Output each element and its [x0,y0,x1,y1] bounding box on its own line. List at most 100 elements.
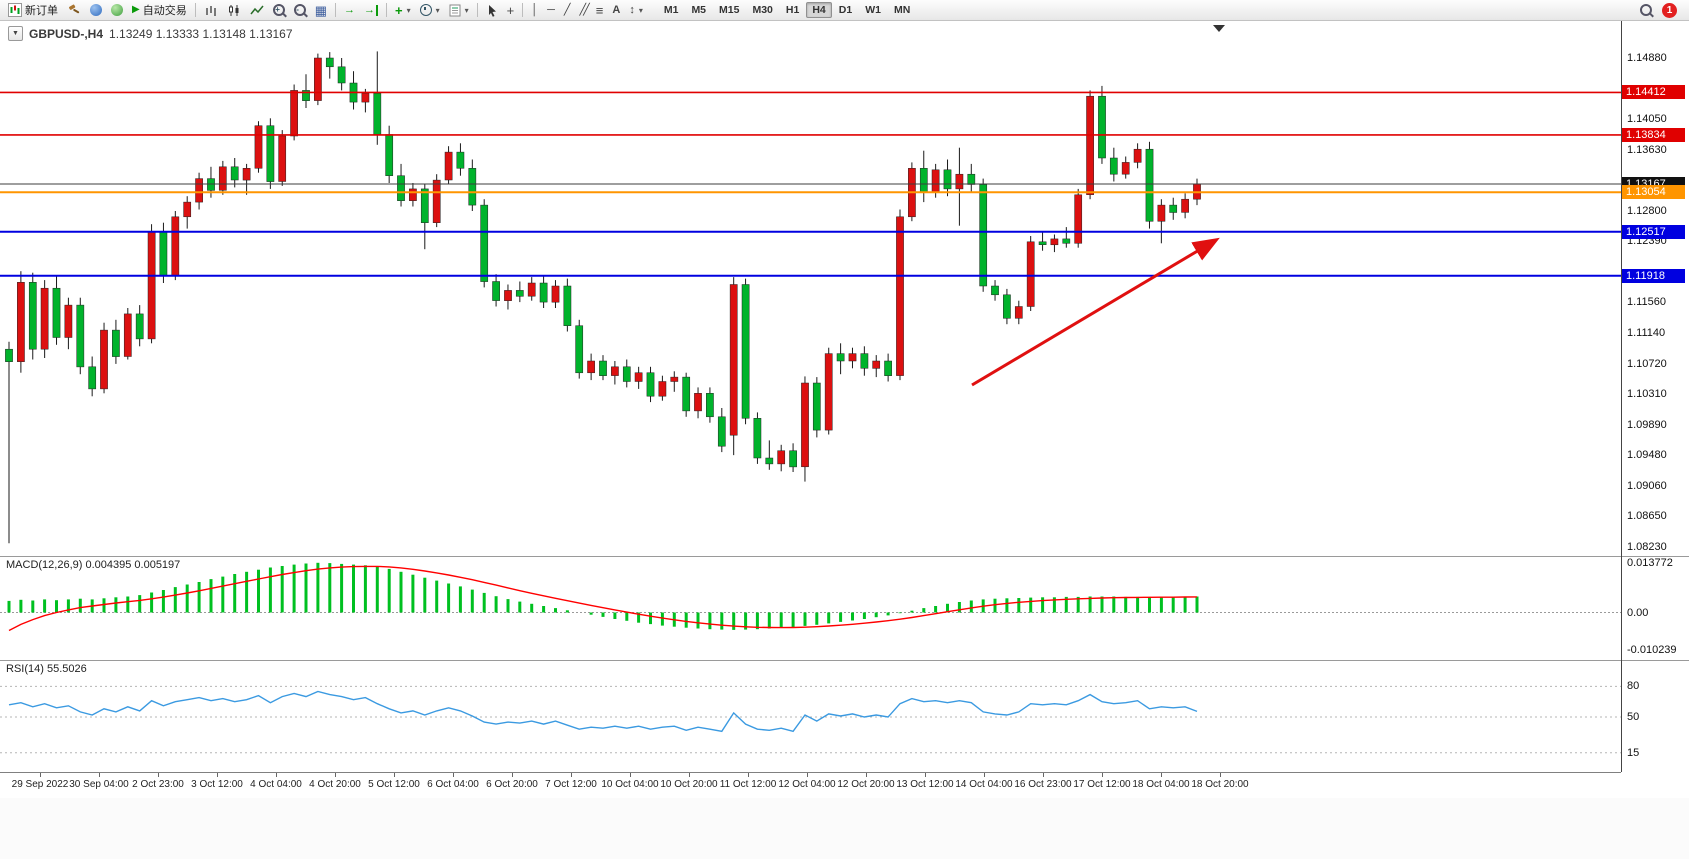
zoom-out-button[interactable]: - [290,1,310,19]
vertical-line-button[interactable]: │ [527,1,542,19]
date-tick [1043,773,1044,777]
zoom-out-icon: - [293,4,306,16]
candle-body [314,57,322,101]
timeframe-w1[interactable]: W1 [859,2,887,18]
auto-scroll-icon: → [344,3,355,16]
candle-body [991,285,999,296]
candle-body [302,90,310,101]
candle-body [670,376,679,382]
candle-body [658,381,667,397]
gavel-button[interactable] [63,1,85,19]
community-button[interactable] [107,1,127,19]
trendline-button[interactable]: ╱ [560,1,575,19]
arrows-tool-button[interactable]: ↕ ▾ [625,1,647,19]
candle-body [765,457,774,465]
candles-chart-button[interactable] [223,1,245,19]
candle-body [397,175,405,201]
date-tick [571,773,572,777]
horizontal-line-button[interactable]: ─ [543,1,559,19]
candle-body [290,90,298,137]
toolbar-separator [476,3,478,17]
fibonacci-button[interactable]: ≡ [592,1,608,19]
rsi-panel[interactable] [0,660,1621,772]
chart-shift-marker[interactable] [1213,25,1225,32]
timeframe-h1[interactable]: H1 [780,2,805,18]
candle-body [123,313,132,357]
main-price-chart[interactable] [0,21,1621,556]
search-icon[interactable] [1640,4,1652,16]
cursor-button[interactable] [482,1,502,19]
timeframe-m30[interactable]: M30 [746,2,778,18]
candle-body [717,416,726,447]
candle-body [17,282,25,362]
macd-axis-label: 0.00 [1627,607,1649,619]
tile-windows-button[interactable]: ▦ [311,1,331,19]
timeframe-m15[interactable]: M15 [713,2,745,18]
crosshair-button[interactable]: + [503,1,519,19]
candle-body [278,135,287,182]
gavel-icon [69,4,80,14]
date-label: 14 Oct 04:00 [955,779,1013,790]
candle-body [456,151,465,169]
indicators-button[interactable]: + ▾ [391,1,415,19]
new-order-button[interactable]: 新订单 [4,1,62,19]
chat-button[interactable] [86,1,106,19]
candle-body [1038,241,1047,245]
cursor-icon [488,4,496,17]
date-tick [40,773,41,777]
candle-body [480,204,489,282]
time-axis[interactable]: 29 Sep 2022 30 Sep 04:00 2 Oct 23:00 3 Oct … [0,772,1621,799]
timeframe-m5[interactable]: M5 [685,2,712,18]
periods-button[interactable]: ▾ [416,1,444,19]
notification-badge[interactable]: 1 [1662,2,1677,18]
candle-body [884,360,892,376]
auto-trading-label: 自动交易 [142,5,187,17]
candle-body [100,329,108,390]
line-chart-button[interactable] [246,1,268,19]
toolbar-separator [522,3,524,17]
candle-body [967,173,976,185]
candle-body [361,93,370,103]
channel-button[interactable]: ╱╱ [576,1,591,19]
price-axis-label: 1.14880 [1627,52,1667,64]
macd-panel[interactable] [0,556,1621,660]
templates-button[interactable]: ▾ [445,1,473,19]
candle-body [230,166,239,181]
zoom-in-button[interactable]: + [269,1,289,19]
timeframe-h4[interactable]: H4 [806,2,832,18]
chevron-down-icon: ▾ [435,5,440,15]
candle-body [218,166,227,191]
bars-chart-button[interactable] [200,1,222,19]
price-axis[interactable]: 1.14880 1.14050 1.13630 1.12800 1.12390 1.115… [1622,0,1689,859]
candle-body [515,290,524,297]
timeframe-mn[interactable]: MN [888,2,916,18]
candle-body [112,329,120,357]
candle-body [183,201,192,218]
candle-body [706,393,714,418]
date-tick [1102,773,1103,777]
toolbar-separator [386,3,387,17]
text-tool-button[interactable]: A [608,1,624,19]
candle-body [1062,238,1071,244]
price-marker-1.13054: 1.13054 [1622,185,1685,199]
date-tick [689,773,690,777]
rsi-panel-separator[interactable] [0,660,1689,661]
date-tick [984,773,985,777]
price-marker-1.12517: 1.12517 [1622,225,1685,239]
auto-trading-button[interactable]: ▶ 自动交易 [128,1,191,19]
macd-panel-separator[interactable] [0,556,1689,557]
date-tick [512,773,513,777]
chart-shift-icon: → [364,4,378,16]
candle-body [789,450,797,468]
toolbar-separator [335,3,336,17]
one-click-trading-toggle[interactable]: ▼ [8,26,23,41]
text-tool-icon: A [612,3,621,16]
timeframe-d1[interactable]: D1 [833,2,858,18]
candle-body [432,179,441,223]
timeframe-m1[interactable]: M1 [658,2,685,18]
trend-arrow[interactable] [971,237,1220,387]
chart-shift-button[interactable]: → [360,1,382,19]
date-tick [394,773,395,777]
auto-scroll-button[interactable]: → [340,1,359,19]
